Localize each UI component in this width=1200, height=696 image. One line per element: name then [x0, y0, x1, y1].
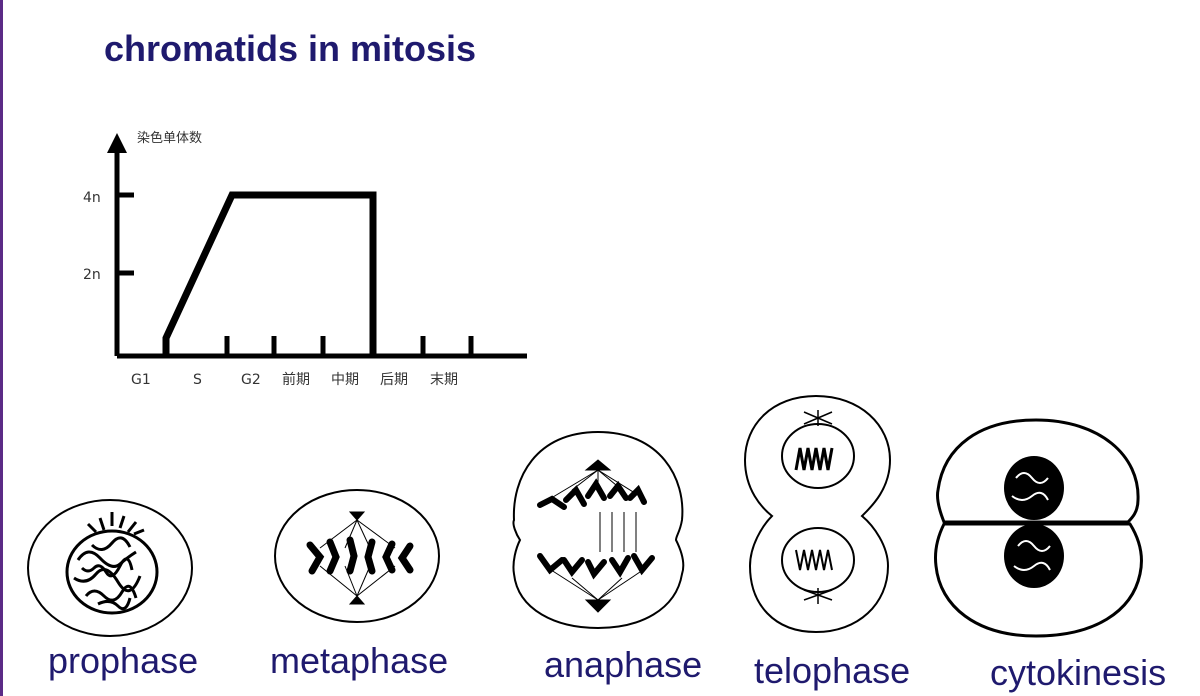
anaphase-cell	[512, 430, 685, 630]
label-prophase: prophase	[48, 640, 199, 681]
x-tick-label-telophase: 末期	[430, 372, 458, 388]
x-tick-label-metaphase: 中期	[331, 372, 359, 388]
y-axis-label: 染色单体数	[137, 130, 202, 146]
x-tick-label-s: S	[193, 372, 202, 388]
x-tick-marks	[224, 336, 474, 356]
telophase-asters	[803, 410, 833, 604]
label-telophase: telophase	[754, 650, 911, 691]
telophase-chromatin-bottom	[795, 549, 833, 571]
y-tick-label-2n: 2n	[83, 267, 101, 283]
cytokinesis-nucleus-top	[1004, 456, 1064, 520]
metaphase-pole-bottom	[348, 595, 366, 605]
cytokinesis-nucleus-bottom	[1004, 524, 1064, 588]
x-tick-label-anaphase: 后期	[380, 372, 408, 388]
anaphase-pole-top	[584, 459, 612, 471]
anaphase-pole-bottom	[584, 599, 612, 613]
chromatid-count-line	[162, 191, 377, 356]
left-border-rule	[0, 0, 3, 696]
x-tick-label-g1: G1	[131, 372, 151, 388]
label-metaphase: metaphase	[270, 640, 449, 681]
prophase-centrioles	[86, 512, 145, 536]
metaphase-chromosomes	[306, 536, 414, 575]
telophase-chromatin-top	[794, 447, 834, 471]
anaphase-chromosomes-bottom	[537, 553, 655, 580]
x-tick-label-prophase: 前期	[282, 371, 310, 388]
anaphase-chromosomes-top	[537, 478, 647, 510]
x-tick-label-g2: G2	[241, 372, 261, 388]
cytokinesis-cell	[934, 418, 1144, 638]
label-cytokinesis: cytokinesis	[990, 652, 1167, 693]
telophase-cell	[743, 394, 892, 634]
chromatid-graph: 4n 2n 染色单体数 G1 S G2 前期 中期 后期 末期	[83, 130, 527, 388]
y-tick-label-4n: 4n	[83, 190, 101, 206]
metaphase-pole-top	[348, 511, 366, 521]
metaphase-cell	[274, 489, 440, 623]
prophase-cell	[27, 499, 193, 637]
y-axis-arrow	[107, 133, 127, 153]
label-anaphase: anaphase	[544, 644, 703, 685]
page-title: chromatids in mitosis	[104, 28, 477, 69]
prophase-chromatin	[73, 536, 142, 611]
